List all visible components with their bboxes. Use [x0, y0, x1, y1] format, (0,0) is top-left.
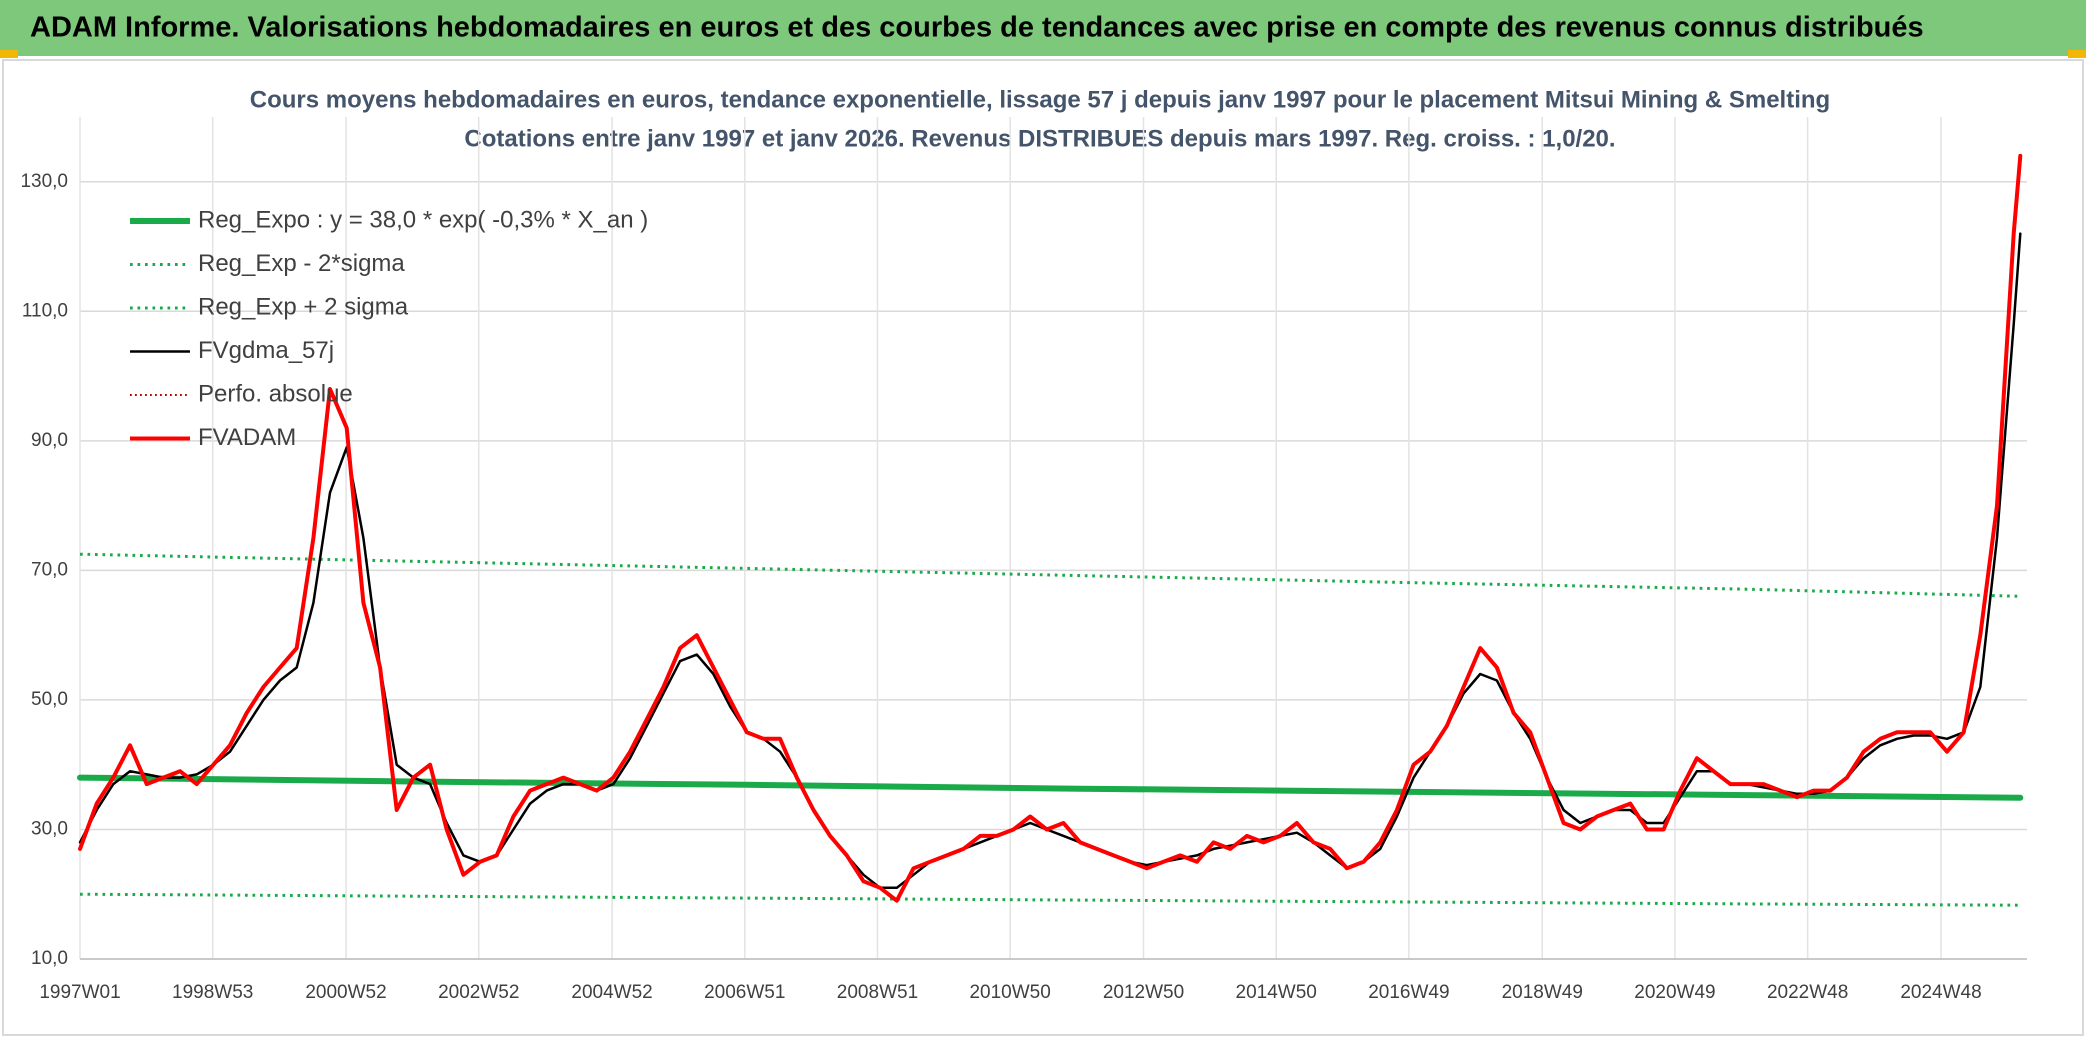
y-tick-label: 30,0 [31, 818, 68, 839]
y-tick-label: 130,0 [20, 171, 68, 192]
x-tick-label: 2006W51 [704, 982, 785, 1003]
x-tick-label: 2012W50 [1103, 982, 1184, 1003]
x-tick-label: 2010W50 [969, 982, 1050, 1003]
legend-label: Reg_Exp + 2 sigma [198, 293, 409, 320]
subtitle: Cotations entre janv 1997 et janv 2026. … [464, 125, 1615, 152]
legend-label: FVgdma_57j [198, 337, 334, 364]
x-tick-label: 2002W52 [438, 982, 519, 1003]
legend: Reg_Expo : y = 38,0 * exp( -0,3% * X_an … [130, 206, 648, 451]
x-tick-label: 2014W50 [1236, 982, 1317, 1003]
y-tick-label: 10,0 [31, 948, 68, 969]
x-tick-label: 2024W48 [1900, 982, 1981, 1003]
chart-frame [2, 59, 2084, 1036]
y-tick-label: 70,0 [31, 559, 68, 580]
subtitle: Cours moyens hebdomadaires en euros, ten… [250, 86, 1830, 113]
x-tick-label: 2008W51 [837, 982, 918, 1003]
plot [77, 153, 2024, 907]
x-tick-label: 2016W49 [1368, 982, 1449, 1003]
x-tick-label: 2004W52 [571, 982, 652, 1003]
grid: 10,0 30,0 50,0 70,0 90,0 110,0 130,0 1997W01 199… [20, 117, 2027, 1003]
header-band [0, 0, 2086, 56]
x-tick-label: 1997W01 [39, 982, 120, 1003]
series-line [78, 232, 2022, 890]
corner-right [2068, 50, 2086, 58]
page-title: ADAM Informe. Valorisations hebdomadaire… [30, 12, 1924, 44]
series-line [79, 892, 2021, 907]
x-tick-label: 2000W52 [305, 982, 386, 1003]
x-tick-label: 1998W53 [172, 982, 253, 1003]
series-line [78, 153, 2023, 903]
x-tick-label: 2018W49 [1502, 982, 1583, 1003]
legend-label: Perfo. absolue [198, 380, 353, 407]
y-tick-label: 90,0 [31, 430, 68, 451]
y-tick-label: 110,0 [22, 300, 68, 321]
legend-label: FVADAM [198, 424, 296, 451]
x-tick-label: 2022W48 [1767, 982, 1848, 1003]
legend-label: Reg_Exp - 2*sigma [198, 250, 405, 277]
y-tick-label: 50,0 [31, 689, 68, 710]
corner-left [0, 50, 18, 58]
series-line [79, 552, 2021, 598]
x-tick-label: 2020W49 [1634, 982, 1715, 1003]
legend-label: Reg_Expo : y = 38,0 * exp( -0,3% * X_an … [198, 206, 648, 233]
